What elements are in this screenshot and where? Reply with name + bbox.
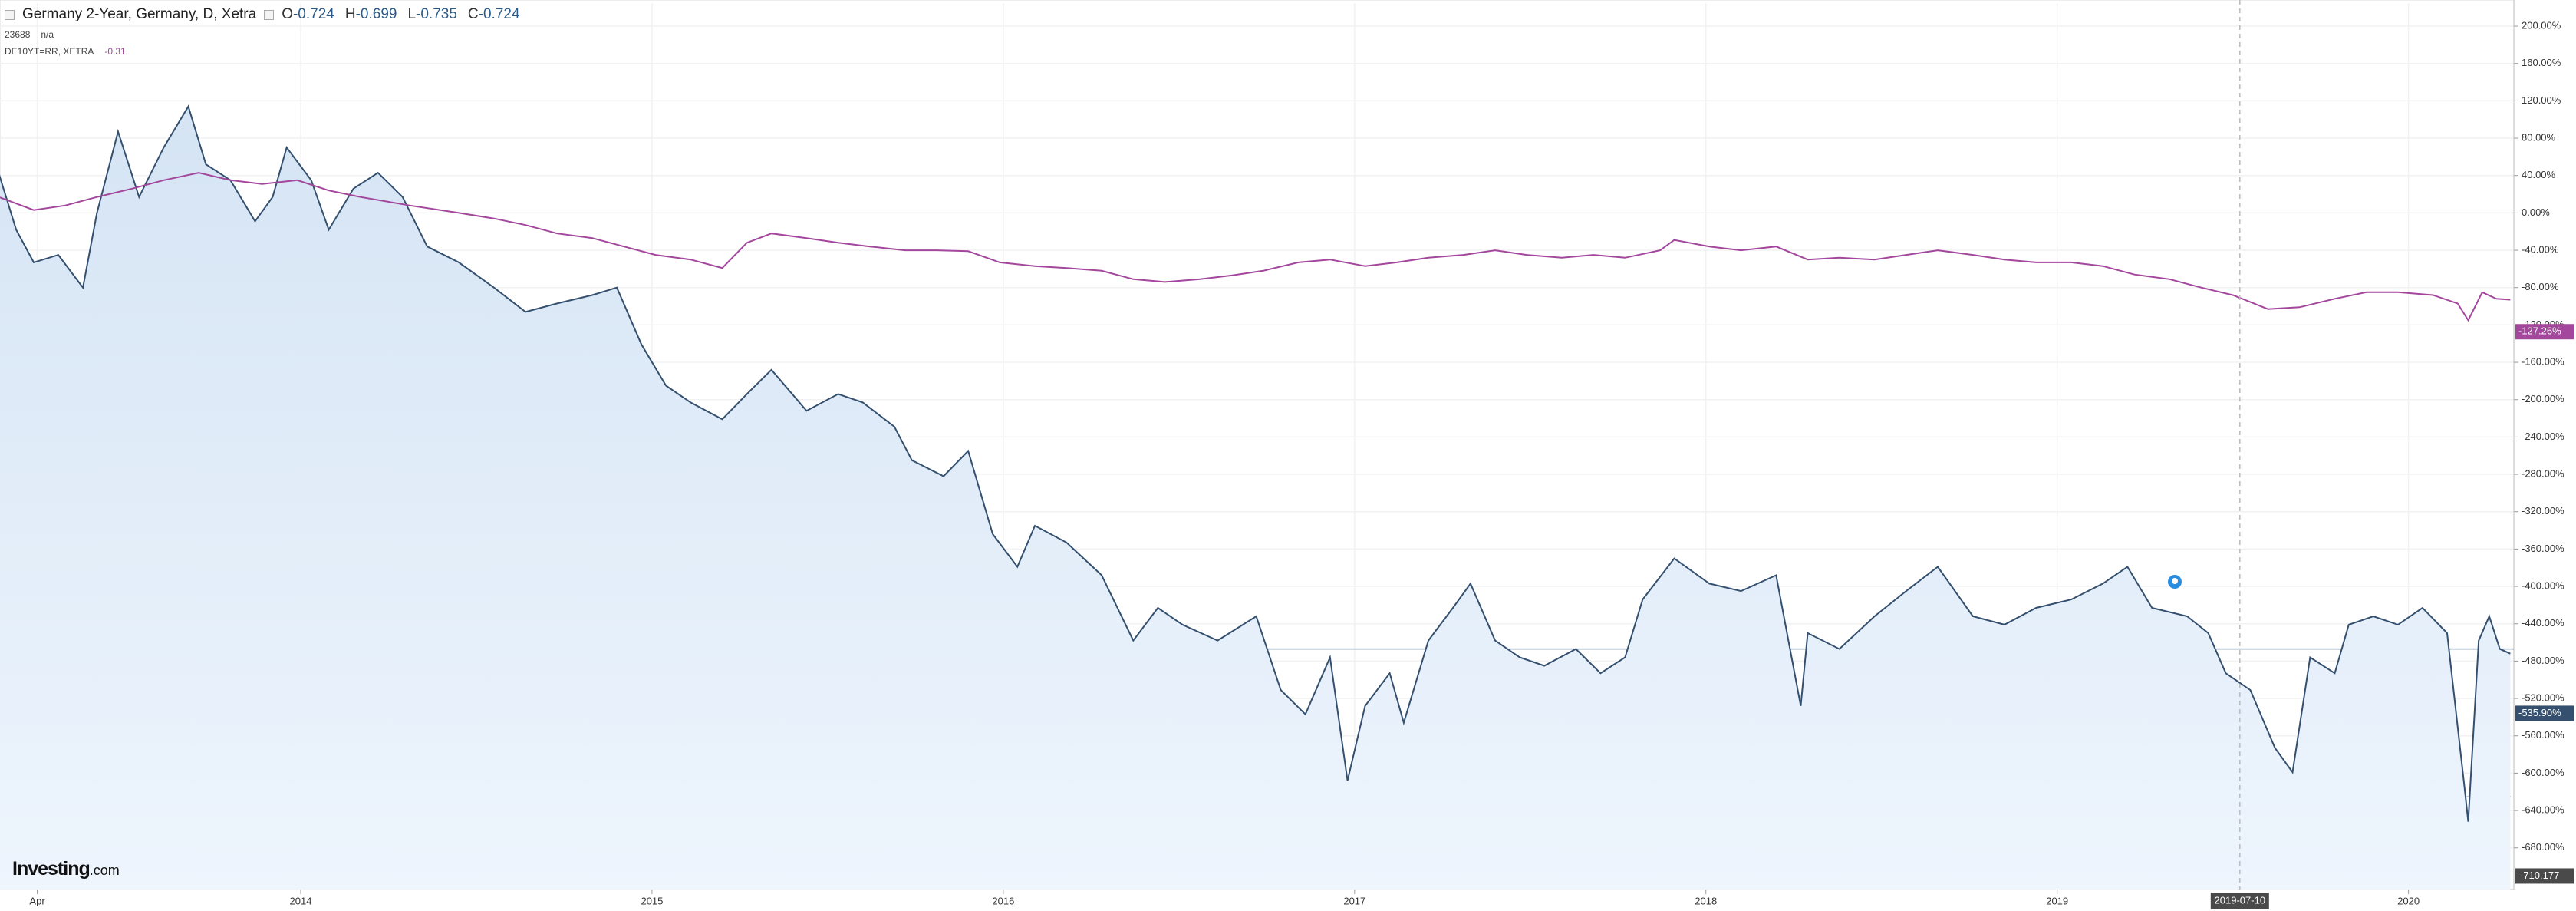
y-tick-label: 80.00% (2522, 131, 2556, 143)
volume-value: n/a (41, 29, 54, 40)
area (0, 106, 2511, 890)
ohlc-item: L-0.735 (407, 6, 456, 23)
y-tick-label: -640.00% (2522, 804, 2564, 816)
last-value-box (2515, 324, 2574, 340)
x-tick-label: 2016 (992, 895, 1014, 906)
y-tick-label: -520.00% (2522, 692, 2564, 704)
x-tick-label: Apr (29, 895, 45, 906)
y-tick-label: -680.00% (2522, 841, 2564, 853)
crosshair-x-label: 2019-07-10 (2215, 894, 2266, 906)
ohlc-value: -0.699 (355, 6, 397, 22)
y-tick-label: -80.00% (2522, 281, 2559, 292)
x-tick-label: 2014 (290, 895, 312, 906)
y-tick-label: -320.00% (2522, 505, 2564, 517)
last-value-label: -535.90% (2518, 707, 2561, 718)
crosshair-y-label: -710.177 (2520, 870, 2559, 881)
y-tick-label: 200.00% (2522, 19, 2561, 31)
y-tick-label: 160.00% (2522, 57, 2561, 68)
x-tick-label: 2019 (2046, 895, 2068, 906)
series-line (0, 172, 2511, 322)
y-tick-label: -560.00% (2522, 729, 2564, 741)
volume: 23688 (5, 29, 31, 40)
ohlc-value: -0.735 (416, 6, 457, 22)
last-value-box (2515, 705, 2574, 721)
y-tick-label: -480.00% (2522, 655, 2564, 666)
y-tick-label: 120.00% (2522, 94, 2561, 106)
settings-button[interactable] (264, 9, 275, 20)
ohlc-key: L (407, 6, 417, 22)
ohlc-item: O-0.724 (282, 6, 334, 23)
compare-value: -0.31 (104, 46, 126, 57)
volume-row: 23688 n/a (5, 29, 54, 40)
y-tick-label: -440.00% (2522, 617, 2564, 629)
crosshair-x-box (2210, 893, 2269, 909)
x-tick-label: 2015 (641, 895, 663, 906)
y-tick-label: 40.00% (2522, 169, 2556, 180)
crosshair-y-box (2515, 868, 2574, 884)
last-value-label: -127.26% (2518, 325, 2561, 337)
ohlc: O-0.724 H-0.699 L-0.735 C-0.724 (282, 6, 519, 23)
series-line (0, 104, 2511, 822)
y-tick-label: -200.00% (2522, 393, 2564, 404)
compare-row: DE10YT=RR, XETRA -0.31 (5, 46, 126, 57)
y-tick-label: -360.00% (2522, 543, 2564, 554)
brand-name: Investing (12, 858, 91, 880)
chart-title: Germany 2-Year, Germany, D, Xetra (22, 6, 257, 22)
header: Germany 2-Year, Germany, D, Xetra O-0.72… (5, 6, 520, 23)
brand-suffix: .com (89, 863, 120, 878)
x-tick-label: 2020 (2397, 895, 2420, 906)
x-tick-label: 2017 (1343, 895, 1365, 906)
x-tick-label: 2018 (1695, 895, 1717, 906)
ohlc-key: C (467, 6, 479, 22)
y-tick-label: -40.00% (2522, 243, 2559, 255)
ohlc-value: -0.724 (478, 6, 520, 22)
ohlc-key: H (344, 6, 356, 22)
ohlc-item: C-0.724 (468, 6, 520, 23)
event-marker[interactable] (2168, 575, 2182, 589)
y-tick-label: 0.00% (2522, 206, 2550, 218)
y-tick-label: -240.00% (2522, 431, 2564, 442)
y-tick-label: -160.00% (2522, 355, 2564, 367)
compare-title: DE10YT=RR, XETRA (5, 46, 94, 57)
y-tick-label: -600.00% (2522, 767, 2564, 778)
y-tick-label: -280.00% (2522, 467, 2564, 479)
collapse-button[interactable] (5, 9, 15, 20)
ohlc-key: O (282, 6, 293, 22)
ohlc-item: H-0.699 (345, 6, 397, 23)
ohlc-value: -0.724 (292, 6, 334, 22)
brand: Investing.com (12, 858, 120, 880)
y-tick-label: -400.00% (2522, 580, 2564, 592)
